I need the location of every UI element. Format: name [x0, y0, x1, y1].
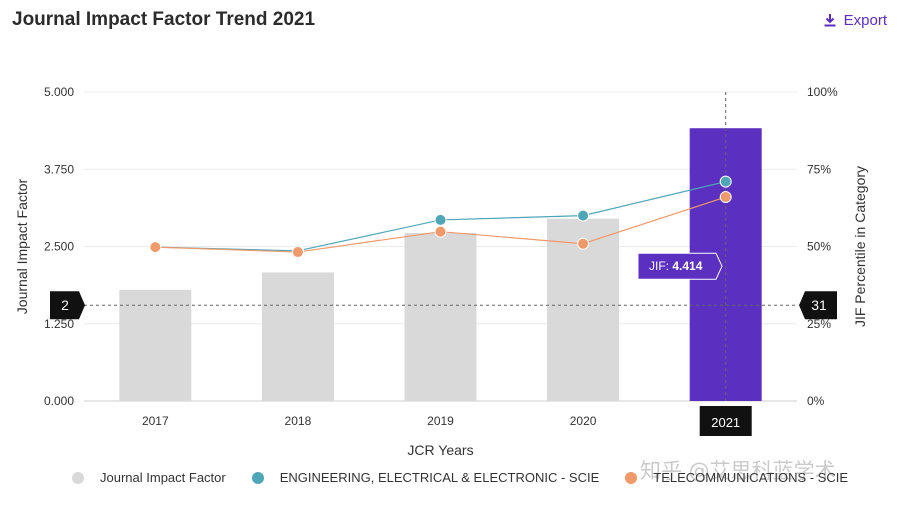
crosshair-right-tag	[799, 291, 837, 320]
x-tick-label: 2020	[570, 414, 597, 428]
bar-2017	[119, 289, 192, 401]
x-tick-label: 2018	[285, 414, 312, 428]
x-axis-title: JCR Years	[407, 442, 473, 458]
x-tick-label: 2017	[142, 414, 169, 428]
legend-label-jif: Journal Impact Factor	[100, 470, 226, 485]
y-tick-label: 0.000	[44, 394, 74, 408]
legend-item-engineering[interactable]: ENGINEERING, ELECTRICAL & ELECTRONIC - S…	[251, 470, 600, 485]
export-button[interactable]: Export	[824, 12, 887, 29]
y2-tick-label: 75%	[807, 162, 831, 176]
crosshair-left-label: 2	[61, 297, 69, 313]
y2-tick-label: 50%	[807, 240, 831, 254]
series-point-0	[434, 213, 447, 226]
page-title: Journal Impact Factor Trend 2021	[12, 9, 316, 30]
y-axis-title: Journal Impact Factor	[14, 178, 30, 314]
jif-tooltip-prefix: JIF:	[649, 259, 672, 273]
legend-dot-telecom	[625, 471, 638, 484]
series-point-1	[577, 237, 590, 250]
jif-tooltip-box	[637, 252, 723, 280]
jif-tooltip-value: 4.414	[672, 259, 702, 273]
bar-2019	[404, 232, 477, 401]
legend-dot-jif	[72, 471, 84, 484]
x-tick-label: 2019	[427, 414, 454, 428]
legend-dot-engineering	[251, 471, 264, 484]
series-point-1	[434, 225, 447, 238]
y-tick-label: 1.250	[44, 317, 74, 331]
bar-2018	[261, 272, 334, 401]
y2-axis-title: JIF Percentile in Category	[852, 166, 868, 327]
series-point-0	[577, 209, 590, 222]
crosshair-right-label: 31	[811, 297, 827, 313]
crosshair-left-tag	[50, 291, 85, 320]
legend-item-telecom[interactable]: TELECOMMUNICATIONS - SCIE	[625, 470, 848, 485]
y-tick-label: 3.750	[44, 162, 74, 176]
series-point-1	[149, 241, 162, 254]
y2-tick-label: 25%	[807, 317, 831, 331]
y2-tick-label: 0%	[807, 394, 825, 408]
jif-tooltip-text: JIF: 4.414	[649, 259, 703, 273]
series-point-1	[719, 191, 732, 204]
export-label: Export	[843, 12, 887, 29]
series-point-1	[291, 246, 304, 259]
y2-tick-label: 100%	[807, 85, 838, 99]
chart-legend: Journal Impact Factor ENGINEERING, ELECT…	[72, 470, 874, 485]
legend-item-jif[interactable]: Journal Impact Factor	[72, 470, 226, 485]
y-tick-label: 2.500	[44, 240, 74, 254]
x-tick-highlight-box	[699, 406, 752, 436]
y-tick-label: 5.000	[44, 85, 74, 99]
download-icon	[824, 14, 836, 27]
series-point-0	[719, 175, 732, 188]
legend-label-engineering: ENGINEERING, ELECTRICAL & ELECTRONIC - S…	[279, 470, 600, 485]
x-tick-label: 2021	[711, 415, 740, 430]
legend-label-telecom: TELECOMMUNICATIONS - SCIE	[653, 470, 849, 485]
